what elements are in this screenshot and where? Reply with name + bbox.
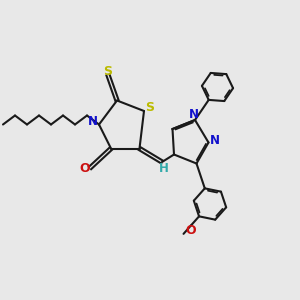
- Text: S: S: [146, 100, 154, 114]
- Text: O: O: [186, 224, 196, 237]
- Text: N: N: [188, 108, 199, 121]
- Text: S: S: [103, 64, 112, 78]
- Text: N: N: [210, 134, 220, 148]
- Text: O: O: [80, 162, 90, 176]
- Text: H: H: [159, 162, 168, 175]
- Text: N: N: [87, 115, 98, 128]
